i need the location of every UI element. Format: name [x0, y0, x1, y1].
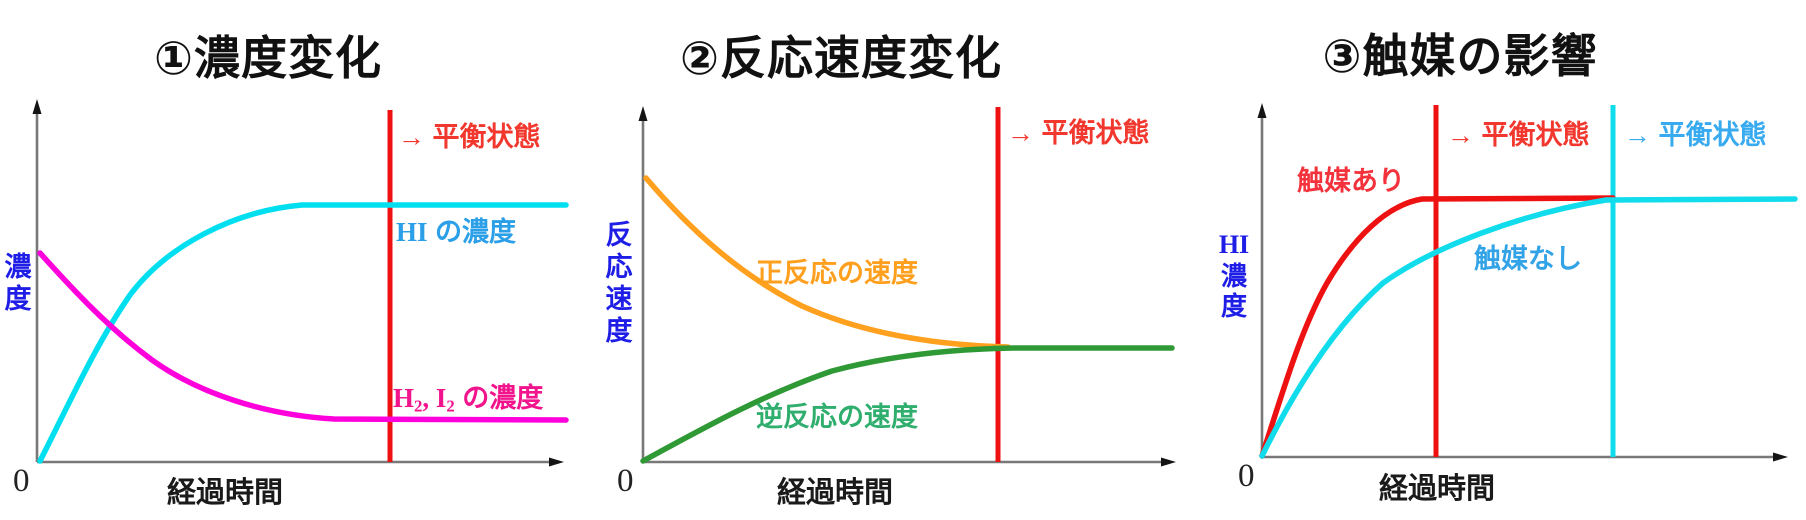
chart1-hi-formula: HI	[396, 217, 428, 247]
chart2-title: ②反応速度変化	[680, 32, 1002, 84]
chart1-i2-subscript: 2	[446, 396, 455, 416]
chart3-with-catalyst-curve	[1259, 195, 1616, 459]
chart2-reverse-rate-curve	[640, 345, 1175, 464]
chart1-y-axis-label: 濃度	[4, 252, 32, 314]
chart1-hi-curve-label: HI の濃度	[396, 210, 516, 249]
chart1-equilibrium-label: → 平衡状態	[398, 122, 541, 152]
chart1-h2-formula: H	[393, 383, 415, 413]
chart1-y-axis-arrow-icon	[32, 99, 42, 114]
chart1-i2-formula: , I	[422, 383, 447, 413]
chart3-without-catalyst-label: 触媒なし	[1474, 244, 1582, 274]
chart1-h2-i2-curve-label: H2, I2 の濃度	[393, 376, 543, 417]
chart1-title: ①濃度変化	[154, 32, 382, 84]
chart2-x-axis-label: 経過時間	[776, 477, 893, 509]
chart1-hi-concentration-curve	[37, 202, 569, 464]
chart3-origin-label: 0	[1238, 458, 1255, 494]
chart3-equilibrium-label-catalyst: → 平衡状態	[1447, 120, 1590, 150]
chart3-title: ③触媒の影響	[1322, 30, 1598, 82]
chart3-x-axis-arrow-icon	[1773, 452, 1788, 462]
chart3-x-axis-label: 経過時間	[1378, 473, 1495, 505]
chart2-reverse-rate-label: 逆反応の速度	[756, 402, 918, 432]
chart1-h2-i2-suffix: の濃度	[454, 383, 544, 413]
chart2-x-axis-arrow-icon	[1161, 457, 1176, 467]
chart2-forward-rate-label: 正反応の速度	[756, 258, 918, 288]
chart1-h2-subscript: 2	[414, 396, 423, 416]
chart3-y-axis-unit: 濃度	[1220, 260, 1247, 322]
chart3-y-axis-label: HI 濃度	[1211, 230, 1257, 322]
chart3-equilibrium-label-no-catalyst: → 平衡状態	[1624, 120, 1767, 150]
chart3-with-catalyst-label: 触媒あり	[1297, 166, 1405, 196]
chart1-x-axis-arrow-icon	[549, 457, 564, 467]
chart2-equilibrium-label: → 平衡状態	[1007, 118, 1150, 148]
chart2-y-axis-arrow-icon	[638, 106, 648, 121]
chart3-without-catalyst-curve	[1259, 196, 1798, 459]
chart1-x-axis-label: 経過時間	[166, 477, 283, 509]
chart1-hi-suffix: の濃度	[427, 217, 517, 247]
chart3-y-axis-arrow-icon	[1257, 103, 1267, 118]
chart2-origin-label: 0	[617, 463, 634, 499]
chart1-h2-i2-concentration-curve	[37, 250, 569, 423]
chart2-forward-rate-curve	[643, 175, 1011, 350]
chart1-origin-label: 0	[13, 463, 30, 499]
chart2-y-axis-label: 反応速度	[605, 220, 633, 346]
chart3-y-axis-formula: HI	[1218, 230, 1250, 259]
